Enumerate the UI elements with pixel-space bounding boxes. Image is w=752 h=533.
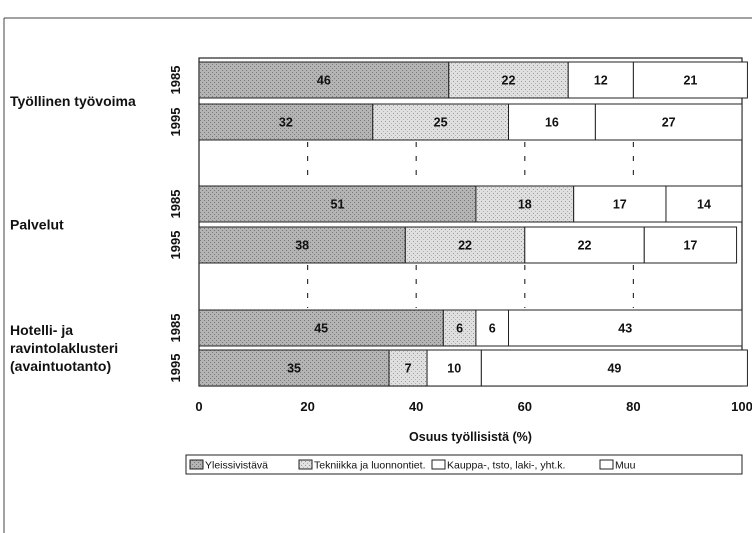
bar-segment [475, 185, 575, 223]
legend-swatch [431, 459, 446, 470]
legend-label: Tekniikka ja luonnontiet. [314, 460, 426, 472]
data-label: 35 [287, 362, 301, 376]
year-label: 1995 [168, 108, 183, 137]
data-label: 16 [545, 116, 559, 130]
data-label: 51 [331, 198, 345, 212]
data-label: 32 [279, 116, 293, 130]
x-tick-label: 60 [518, 399, 532, 414]
legend: Yleissivistävä Tekniikka ja luonnontiet. K… [185, 454, 743, 475]
bar-segment [198, 185, 477, 223]
year-label: 1985 [168, 66, 183, 95]
data-label: 46 [317, 74, 331, 88]
legend-label: Kauppa-, tsto, laki-, yht.k. [447, 460, 565, 472]
data-label: 45 [314, 322, 328, 336]
x-tick-label: 80 [626, 399, 640, 414]
bar-segment [404, 226, 526, 264]
data-label: 22 [502, 74, 516, 88]
bar-segment [573, 185, 667, 223]
x-tick-label: 100 [731, 399, 752, 414]
legend-swatch [599, 459, 614, 470]
bar-segment [632, 61, 748, 99]
data-label: 17 [683, 239, 697, 253]
x-tick-label: 0 [195, 399, 202, 414]
data-label: 7 [405, 362, 412, 376]
bar-segment [508, 309, 743, 347]
data-label: 21 [683, 74, 697, 88]
x-tick-label: 20 [300, 399, 314, 414]
bar-segment [198, 349, 390, 387]
bar-segment [198, 309, 444, 347]
bar-segment [448, 61, 569, 99]
group-label: ravintolaklusteri [10, 340, 118, 356]
data-label: 38 [295, 239, 309, 253]
bar-segment [480, 349, 748, 387]
bar-segment [198, 226, 406, 264]
data-label: 22 [578, 239, 592, 253]
x-axis: 0 20 40 60 80 100 Osuus työllisistä (%) [195, 399, 752, 444]
bar-segment [508, 103, 596, 141]
bar-segment [426, 349, 482, 387]
group-label: Hotelli- ja [10, 322, 73, 338]
bar-segment [475, 309, 510, 347]
data-label: 25 [434, 116, 448, 130]
year-label: 1995 [168, 231, 183, 260]
data-label: 18 [518, 198, 532, 212]
legend-label: Muu [615, 460, 636, 472]
group-label: Työllinen työvoima [10, 93, 136, 109]
bar-segment [198, 61, 450, 99]
bar-segment [524, 226, 645, 264]
bar-segment [198, 103, 374, 141]
data-label: 43 [618, 322, 632, 336]
legend-swatch [298, 459, 313, 470]
x-axis-label: Osuus työllisistä (%) [409, 430, 532, 444]
data-label: 27 [662, 116, 676, 130]
bar-segment [567, 61, 634, 99]
labels: 46 22 12 21 1985 32 25 16 27 1995 Työllinen työvoi… [10, 66, 711, 383]
legend-label: Yleissivistävä [205, 460, 268, 472]
data-label: 10 [447, 362, 461, 376]
year-label: 1985 [168, 314, 183, 343]
bar-segment [388, 349, 428, 387]
data-label: 12 [594, 74, 608, 88]
group-label: Palvelut [10, 217, 64, 233]
legend-swatch [189, 459, 204, 470]
data-label: 14 [697, 198, 711, 212]
bars [198, 61, 748, 387]
bar-segment [372, 103, 510, 141]
data-label: 6 [489, 322, 496, 336]
data-label: 22 [458, 239, 472, 253]
bar-segment [665, 185, 743, 223]
year-label: 1995 [168, 354, 183, 383]
data-label: 6 [456, 322, 463, 336]
group-label: (avaintuotanto) [10, 358, 111, 374]
bar-segment [643, 226, 738, 264]
bar-segment [594, 103, 743, 141]
data-label: 49 [607, 362, 621, 376]
year-label: 1985 [168, 190, 183, 219]
x-tick-label: 40 [409, 399, 423, 414]
data-label: 17 [613, 198, 627, 212]
